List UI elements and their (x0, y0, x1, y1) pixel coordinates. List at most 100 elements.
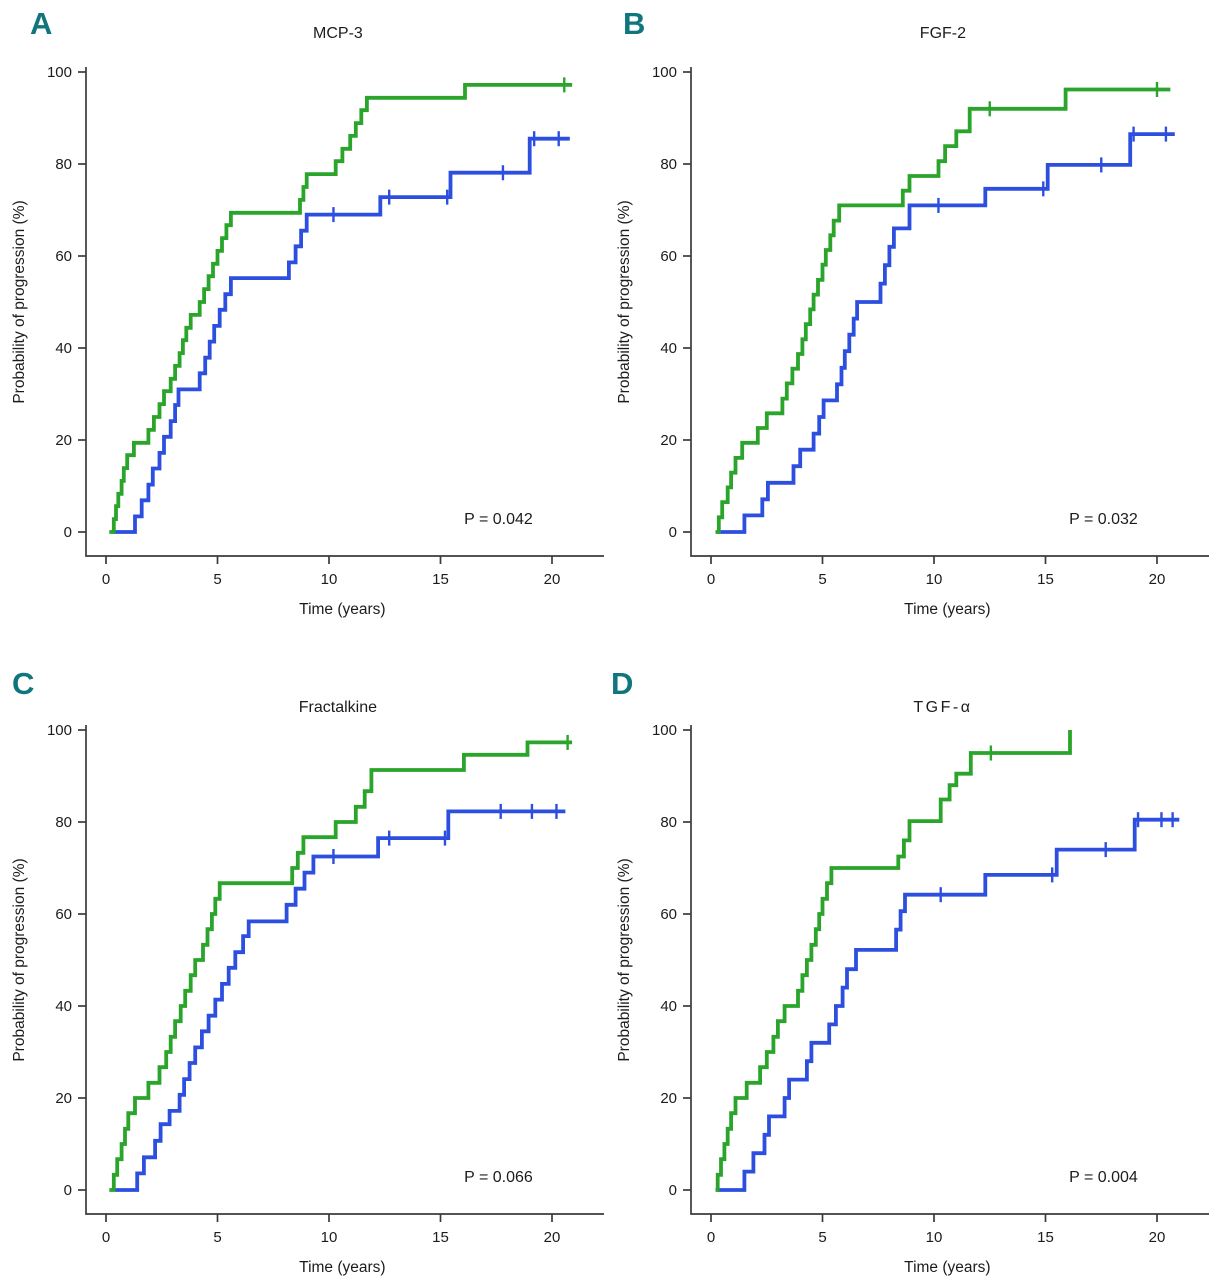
y-tick-label: 80 (55, 156, 72, 173)
x-tick-label: 15 (432, 571, 449, 588)
km-chart-tgfa: TGF-α 0 20 40 60 80 100 0 5 10 15 20 Time (years) Pro… (616, 699, 1209, 1276)
panel-a: A MCP-3 0 20 40 60 80 100 0 5 10 15 20 Time (years) P… (0, 0, 605, 640)
y-axis-label: Probability of progression (%) (616, 200, 633, 403)
x-tick-label: 0 (102, 571, 110, 588)
p-value-label: P = 0.004 (1069, 1169, 1138, 1186)
green-curve (715, 81, 1171, 534)
y-axis-label: Probability of progression (%) (616, 858, 633, 1061)
y-tick-label: 20 (660, 432, 677, 449)
panel-c: C Fractalkine 0 20 40 60 80 100 0 5 10 15 20 Time (y… (0, 640, 605, 1280)
green-curve (109, 77, 573, 534)
x-tick-label: 0 (707, 571, 715, 588)
axes (690, 67, 1209, 557)
km-chart-fractalkine: Fractalkine 0 20 40 60 80 100 0 5 10 15 20 Time (yea… (11, 699, 604, 1276)
x-axis-label: Time (years) (904, 1259, 990, 1276)
y-tick-label: 20 (55, 1090, 72, 1107)
green-step-line (715, 87, 1171, 534)
km-chart-mcp3: MCP-3 0 20 40 60 80 100 0 5 10 15 20 Time (years) Pro… (11, 25, 604, 618)
x-tick-label: 0 (102, 1229, 110, 1246)
x-tick-label: 15 (1037, 571, 1054, 588)
y-tick-label: 20 (660, 1090, 677, 1107)
blue-censor-ticks (937, 126, 1168, 213)
panel-a-letter: A (30, 6, 53, 41)
y-tick-label: 100 (652, 722, 677, 739)
x-axis-ticks: 0 5 10 15 20 (102, 556, 561, 588)
y-tick-label: 100 (47, 64, 72, 81)
blue-censor-ticks (332, 803, 558, 864)
blue-curve (717, 126, 1175, 534)
y-axis-label: Probability of progression (%) (11, 858, 28, 1061)
x-tick-label: 5 (213, 1229, 221, 1246)
blue-curve (717, 812, 1180, 1192)
x-tick-label: 15 (432, 1229, 449, 1246)
y-tick-label: 60 (660, 248, 677, 265)
blue-step-line (112, 136, 570, 534)
x-axis-label: Time (years) (299, 601, 385, 618)
y-tick-label: 100 (652, 64, 677, 81)
x-axis-ticks: 0 5 10 15 20 (707, 1214, 1165, 1246)
blue-censor-ticks (939, 812, 1174, 903)
y-tick-label: 40 (660, 998, 677, 1015)
y-tick-label: 80 (55, 814, 72, 831)
km-chart-fgf2: FGF-2 0 20 40 60 80 100 0 5 10 15 20 Time (years) Pro… (616, 25, 1209, 618)
x-tick-label: 5 (818, 571, 826, 588)
x-axis-ticks: 0 5 10 15 20 (707, 556, 1166, 588)
y-tick-label: 0 (64, 1182, 72, 1199)
p-value-label: P = 0.066 (464, 1169, 533, 1186)
blue-censor-ticks (332, 131, 560, 223)
panel-d: D TGF-α 0 20 40 60 80 100 0 5 10 15 20 Time (years) P… (605, 640, 1210, 1280)
y-axis-ticks: 0 20 40 60 80 100 (47, 722, 86, 1199)
blue-step-line (717, 132, 1175, 534)
panel-b-letter: B (623, 6, 646, 41)
green-censor-ticks (988, 81, 1159, 117)
blue-step-line (114, 809, 566, 1192)
y-axis-ticks: 0 20 40 60 80 100 (47, 64, 86, 541)
chart-title: Fractalkine (299, 699, 377, 716)
x-tick-label: 5 (213, 571, 221, 588)
blue-curve (114, 803, 566, 1192)
chart-title: FGF-2 (920, 25, 966, 42)
x-axis-label: Time (years) (299, 1259, 385, 1276)
panel-b: B FGF-2 0 20 40 60 80 100 0 5 10 15 20 Time (years) P… (605, 0, 1210, 640)
panel-d-letter: D (611, 666, 634, 701)
x-tick-label: 10 (321, 1229, 338, 1246)
y-tick-label: 0 (669, 524, 677, 541)
y-tick-label: 80 (660, 814, 677, 831)
green-curve (109, 734, 573, 1192)
y-tick-label: 0 (669, 1182, 677, 1199)
x-tick-label: 5 (818, 1229, 826, 1246)
y-tick-label: 40 (55, 340, 72, 357)
y-tick-label: 0 (64, 524, 72, 541)
y-tick-label: 40 (55, 998, 72, 1015)
p-value-label: P = 0.042 (464, 511, 533, 528)
y-tick-label: 60 (660, 906, 677, 923)
y-tick-label: 20 (55, 432, 72, 449)
x-tick-label: 15 (1037, 1229, 1054, 1246)
chart-title: MCP-3 (313, 25, 363, 42)
blue-step-line (717, 817, 1180, 1192)
green-step-line (109, 740, 573, 1192)
x-tick-label: 20 (1149, 571, 1166, 588)
y-tick-label: 60 (55, 248, 72, 265)
x-tick-label: 10 (321, 571, 338, 588)
x-tick-label: 0 (707, 1229, 715, 1246)
panel-c-letter: C (12, 666, 35, 701)
y-axis-ticks: 0 20 40 60 80 100 (652, 722, 691, 1199)
p-value-label: P = 0.032 (1069, 511, 1138, 528)
x-tick-label: 10 (926, 571, 943, 588)
green-step-line (715, 730, 1072, 1192)
y-tick-label: 80 (660, 156, 677, 173)
axes (85, 67, 604, 557)
green-curve (715, 730, 1072, 1192)
x-axis-ticks: 0 5 10 15 20 (102, 1214, 561, 1246)
x-tick-label: 20 (544, 571, 561, 588)
y-axis-ticks: 0 20 40 60 80 100 (652, 64, 691, 541)
y-tick-label: 40 (660, 340, 677, 357)
axes (690, 725, 1209, 1215)
y-tick-label: 100 (47, 722, 72, 739)
chart-title: TGF-α (913, 699, 972, 716)
green-step-line (109, 83, 573, 534)
x-tick-label: 20 (544, 1229, 561, 1246)
x-axis-label: Time (years) (904, 601, 990, 618)
